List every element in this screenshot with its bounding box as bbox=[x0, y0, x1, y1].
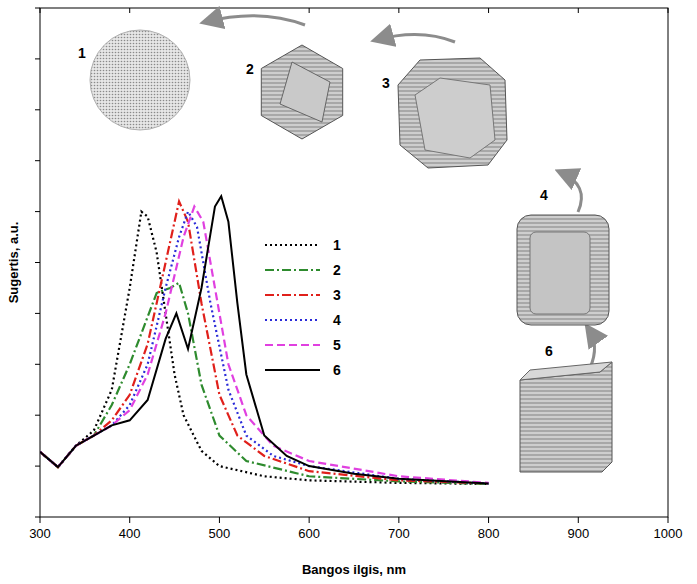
legend-swatch bbox=[265, 244, 320, 246]
x-tick-label: 300 bbox=[29, 526, 51, 541]
arrow bbox=[560, 172, 581, 212]
legend-label: 3 bbox=[333, 287, 341, 303]
y-tick bbox=[35, 364, 40, 365]
legend-label: 1 bbox=[333, 237, 341, 253]
x-tick-top bbox=[219, 8, 220, 13]
x-tick bbox=[309, 517, 310, 523]
illustrations bbox=[90, 16, 612, 472]
x-tick bbox=[578, 517, 579, 523]
x-tick-label: 700 bbox=[388, 526, 410, 541]
legend-swatch bbox=[265, 344, 320, 346]
series-line bbox=[40, 212, 489, 484]
shape-label: 6 bbox=[545, 343, 553, 359]
rounded-cube bbox=[517, 215, 609, 325]
series-line bbox=[40, 207, 489, 483]
series-line bbox=[40, 212, 489, 484]
y-tick bbox=[35, 313, 40, 314]
x-tick-label: 1000 bbox=[654, 526, 683, 541]
legend-swatch bbox=[265, 269, 320, 271]
x-tick bbox=[129, 517, 130, 523]
face bbox=[530, 232, 590, 314]
truncated-cube bbox=[398, 58, 507, 168]
x-tick-top bbox=[668, 8, 669, 13]
x-tick-top bbox=[398, 8, 399, 13]
y-tick bbox=[35, 58, 40, 59]
cuboctahedron bbox=[261, 45, 342, 139]
shape-label: 3 bbox=[382, 75, 390, 91]
legend-label: 6 bbox=[333, 362, 341, 378]
x-tick-top bbox=[578, 8, 579, 13]
legend-label: 5 bbox=[333, 337, 341, 353]
face bbox=[520, 362, 612, 380]
face bbox=[280, 62, 330, 122]
x-tick-top bbox=[488, 8, 489, 13]
cube bbox=[520, 362, 612, 472]
series-line bbox=[40, 201, 489, 483]
series-line bbox=[40, 196, 489, 483]
shape-label: 2 bbox=[246, 61, 254, 77]
x-tick bbox=[219, 517, 220, 523]
y-tick bbox=[35, 517, 40, 518]
x-tick bbox=[40, 517, 41, 523]
y-tick bbox=[35, 109, 40, 110]
x-axis-title: Bangos ilgis, nm bbox=[302, 562, 406, 577]
face bbox=[415, 78, 495, 158]
x-tick-label: 900 bbox=[567, 526, 589, 541]
x-tick bbox=[488, 517, 489, 523]
legend: 1 2 3 4 5 6 bbox=[265, 237, 341, 378]
x-tick bbox=[668, 517, 669, 523]
chart: 300 400 500 600 700 800 900 1000 Bangos ilgis, n… bbox=[0, 0, 697, 584]
y-axis-title: Sugertis, a.u. bbox=[6, 222, 21, 304]
shape-label: 4 bbox=[540, 187, 548, 203]
y-tick bbox=[35, 211, 40, 212]
legend-label: 2 bbox=[333, 262, 341, 278]
y-tick bbox=[35, 8, 40, 9]
x-tick-label: 600 bbox=[298, 526, 320, 541]
shape-label: 1 bbox=[78, 45, 86, 61]
x-tick-top bbox=[129, 8, 130, 13]
series-group bbox=[40, 196, 489, 484]
legend-swatch bbox=[265, 294, 320, 296]
x-tick-top bbox=[309, 8, 310, 13]
y-tick bbox=[35, 262, 40, 263]
legend-swatch bbox=[265, 369, 320, 371]
x-tick-label: 500 bbox=[209, 526, 231, 541]
arrow bbox=[588, 328, 595, 368]
sphere bbox=[90, 30, 190, 130]
x-tick bbox=[398, 517, 399, 523]
x-tick-label: 800 bbox=[478, 526, 500, 541]
x-tick-label: 400 bbox=[119, 526, 141, 541]
series-line bbox=[40, 283, 489, 484]
arrow bbox=[376, 34, 455, 42]
arrow bbox=[205, 16, 305, 25]
y-tick bbox=[35, 160, 40, 161]
y-tick bbox=[35, 415, 40, 416]
y-tick bbox=[35, 466, 40, 467]
plot-frame bbox=[40, 8, 668, 517]
legend-label: 4 bbox=[333, 312, 341, 328]
x-tick-top bbox=[40, 8, 41, 13]
legend-swatch bbox=[265, 319, 320, 321]
